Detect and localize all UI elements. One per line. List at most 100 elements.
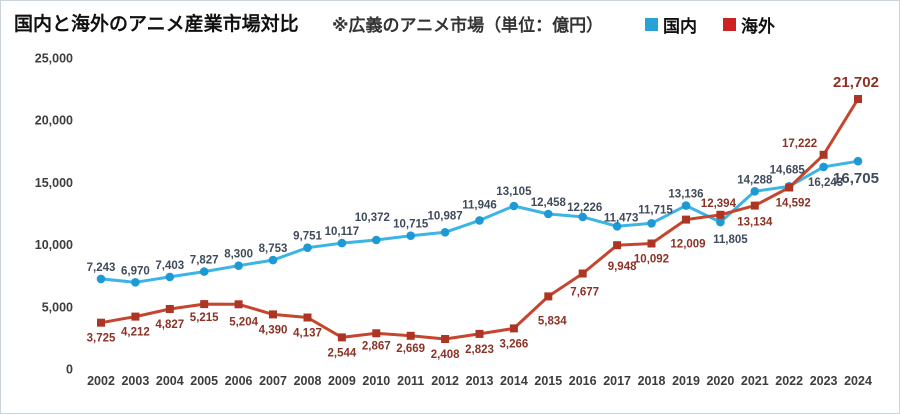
data-label-overseas: 5,215 xyxy=(190,312,219,324)
data-label-domestic: 13,105 xyxy=(496,186,532,198)
data-label-domestic: 10,372 xyxy=(355,212,390,224)
data-label-domestic: 7,827 xyxy=(190,255,219,267)
data-label-overseas: 3,266 xyxy=(500,338,529,350)
data-label-domestic: 9,751 xyxy=(293,231,322,243)
x-axis-tick: 2015 xyxy=(534,374,562,388)
data-point-overseas xyxy=(647,239,656,248)
data-point-overseas xyxy=(854,95,862,103)
data-point-overseas xyxy=(337,333,346,342)
x-axis-tick: 2013 xyxy=(466,374,494,388)
data-label-overseas: 3,725 xyxy=(87,333,116,345)
data-point-domestic xyxy=(853,156,863,166)
data-point-overseas xyxy=(750,201,759,210)
data-label-domestic: 7,243 xyxy=(87,262,116,274)
data-point-overseas xyxy=(303,313,312,322)
data-label-overseas: 4,212 xyxy=(121,327,150,339)
data-point-overseas xyxy=(578,269,587,278)
data-point-domestic xyxy=(440,228,450,237)
data-point-overseas xyxy=(475,329,484,338)
data-point-domestic xyxy=(612,222,622,231)
x-axis-tick: 2008 xyxy=(294,374,322,388)
legend-swatch-domestic-icon xyxy=(645,18,658,31)
data-point-overseas xyxy=(819,150,828,159)
x-axis-tick: 2014 xyxy=(500,374,528,388)
x-axis-tick: 2018 xyxy=(638,374,666,388)
x-axis-tick: 2004 xyxy=(156,374,184,388)
x-axis-tick: 2011 xyxy=(397,374,424,388)
legend-label-overseas: 海外 xyxy=(741,17,775,36)
chart-title: 国内と海外のアニメ産業市場対比 xyxy=(14,14,299,35)
data-point-overseas xyxy=(509,324,518,333)
data-point-overseas xyxy=(682,215,690,224)
data-label-overseas: 7,677 xyxy=(570,287,599,299)
data-label-overseas: 5,834 xyxy=(538,315,567,327)
data-point-domestic xyxy=(131,278,140,287)
data-point-overseas xyxy=(234,300,243,309)
x-axis-tick: 2024 xyxy=(844,374,872,388)
data-point-overseas xyxy=(97,318,105,327)
data-point-overseas xyxy=(785,183,794,192)
data-label-domestic: 11,715 xyxy=(638,204,673,216)
data-point-domestic xyxy=(475,216,484,225)
x-axis-tick: 2017 xyxy=(603,374,631,388)
y-axis-tick: 10,000 xyxy=(35,238,73,252)
data-point-domestic xyxy=(372,235,381,245)
data-label-overseas: 10,092 xyxy=(634,254,669,266)
x-axis-tick: 2009 xyxy=(328,374,356,388)
y-axis-tick: 25,000 xyxy=(35,52,73,66)
data-label-domestic: 8,753 xyxy=(259,243,288,255)
data-label-overseas: 4,390 xyxy=(259,324,288,336)
data-label-domestic: 12,226 xyxy=(567,202,602,214)
data-point-domestic xyxy=(509,201,519,211)
x-axis-tick: 2007 xyxy=(259,374,287,388)
data-point-domestic xyxy=(337,238,347,248)
data-label-overseas: 21,702 xyxy=(833,74,879,91)
x-axis-tick: 2016 xyxy=(569,374,597,388)
data-point-domestic xyxy=(406,231,416,240)
data-label-domestic: 10,987 xyxy=(428,210,463,222)
x-axis-tick: 2012 xyxy=(431,374,459,388)
data-point-domestic xyxy=(716,217,725,227)
data-label-domestic: 11,805 xyxy=(713,234,748,246)
data-point-overseas xyxy=(269,310,277,319)
legend-item-overseas: 海外 xyxy=(723,12,775,37)
data-label-overseas: 5,204 xyxy=(229,316,258,328)
x-axis-tick: 2006 xyxy=(225,374,253,388)
data-label-domestic: 16,705 xyxy=(833,170,879,187)
data-point-overseas xyxy=(544,292,553,301)
data-label-overseas: 13,134 xyxy=(737,217,773,229)
data-point-overseas xyxy=(716,210,725,219)
data-point-domestic xyxy=(96,274,106,284)
x-axis-tick: 2021 xyxy=(741,374,769,388)
x-axis-tick: 2010 xyxy=(362,374,390,388)
data-point-domestic xyxy=(544,209,553,219)
data-point-domestic xyxy=(681,201,691,210)
x-axis-tick: 2023 xyxy=(810,374,838,388)
data-label-overseas: 2,408 xyxy=(431,349,460,361)
data-label-overseas: 4,827 xyxy=(155,319,184,331)
legend-item-domestic: 国内 xyxy=(645,12,697,37)
data-label-domestic: 10,117 xyxy=(325,226,360,238)
data-label-domestic: 12,458 xyxy=(531,197,567,209)
data-point-domestic xyxy=(647,219,656,228)
x-axis-tick: 2020 xyxy=(706,374,734,388)
x-axis-tick: 2003 xyxy=(121,374,149,388)
data-label-overseas: 2,867 xyxy=(362,340,391,352)
data-point-overseas xyxy=(165,305,174,313)
data-label-domestic: 13,136 xyxy=(668,189,703,201)
data-label-domestic: 8,300 xyxy=(224,249,253,261)
y-axis-tick: 15,000 xyxy=(35,176,73,190)
data-point-domestic xyxy=(234,261,243,271)
data-label-overseas: 4,137 xyxy=(293,328,322,340)
chart-note: ※広義のアニメ市場（単位：億円） xyxy=(332,16,604,35)
data-label-domestic: 11,946 xyxy=(462,199,497,211)
y-axis-tick: 5,000 xyxy=(42,300,73,314)
legend: 国内 海外 xyxy=(645,12,775,37)
data-point-domestic xyxy=(165,272,175,282)
data-label-domestic: 14,685 xyxy=(770,164,806,176)
data-label-overseas: 12,394 xyxy=(701,198,737,210)
data-label-domestic: 10,715 xyxy=(393,219,429,231)
x-axis-tick: 2005 xyxy=(190,374,218,388)
data-label-domestic: 6,970 xyxy=(121,265,150,277)
